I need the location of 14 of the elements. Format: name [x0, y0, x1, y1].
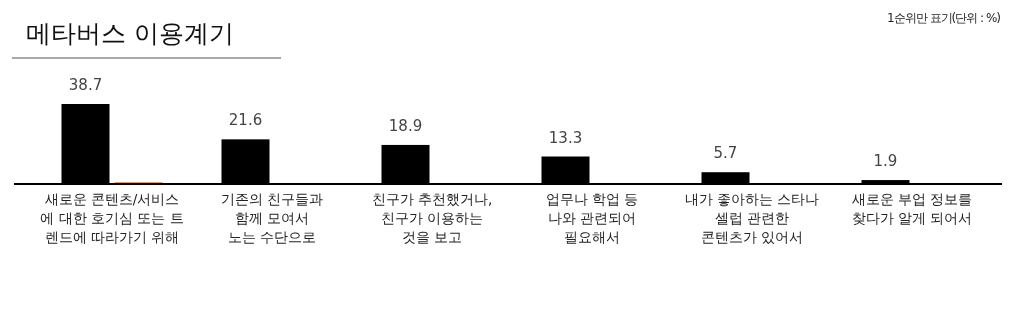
data-label: 13.3: [548, 128, 583, 147]
chart-title: 메타버스 이용계기: [26, 19, 234, 48]
x-tick-label: 새로운 콘텐츠/서비스 에 대한 호기심 또는 트 렌드에 따라가기 위해: [40, 191, 184, 245]
x-tick-label: 기존의 친구들과 함께 모여서 노는 수단으로: [220, 191, 324, 245]
data-label: 1.9: [873, 152, 898, 171]
data-label: 18.9: [388, 116, 423, 135]
x-tick-label: 내가 좋아하는 스타나 셀럽 관련한 콘텐츠가 있어서: [684, 191, 820, 245]
x-tick-label: 새로운 부업 정보를 찾다가 알게 되어서: [851, 191, 973, 226]
data-label: 38.7: [68, 76, 103, 94]
chart-subtitle: 1순위만 표기(단위 : %): [887, 11, 1001, 25]
x-tick-label: 친구가 추천했거나, 친구가 이용하는 것을 보고: [371, 191, 493, 245]
x-tick-label: 업무나 학업 등 나와 관련되어 필요해서: [545, 191, 639, 245]
data-label: 5.7: [713, 144, 738, 163]
data-label: 21.6: [228, 111, 263, 130]
